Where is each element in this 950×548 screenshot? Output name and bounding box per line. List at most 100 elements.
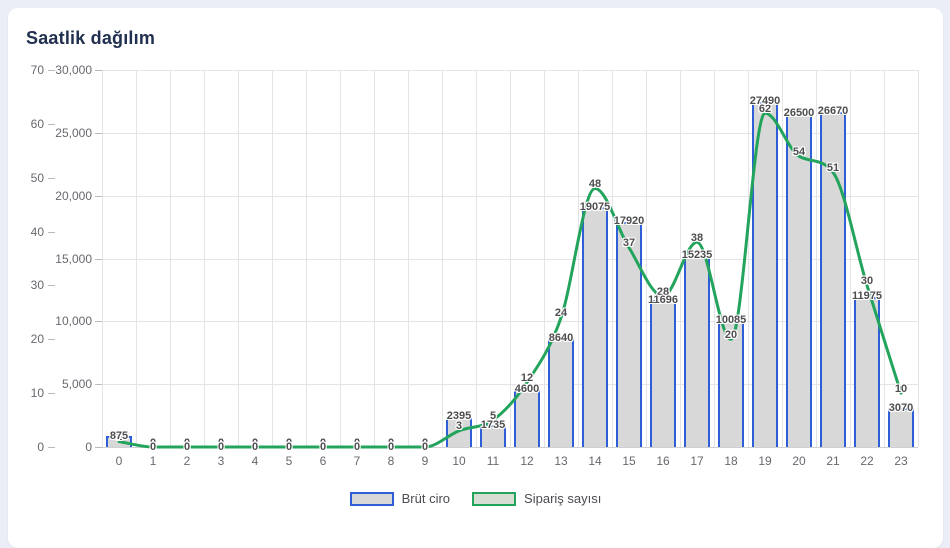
- v-gridline: [170, 70, 171, 447]
- bar[interactable]: [106, 436, 132, 447]
- v-gridline: [748, 70, 749, 447]
- v-gridline: [442, 70, 443, 447]
- x-axis-tick-label: 2: [183, 454, 191, 468]
- x-axis-tick-label: 1: [149, 454, 157, 468]
- v-gridline: [714, 70, 715, 447]
- hourly-distribution-chart: 0 5,000 10,000 15,000 20,000 25,000 30,000 0 10 2…: [8, 8, 943, 530]
- legend-label-order-count: Sipariş sayısı: [524, 491, 602, 506]
- orders-axis-tick-mark: [48, 393, 55, 394]
- revenue-axis-tick-mark: [95, 196, 102, 197]
- x-axis-tick-label: 16: [656, 454, 670, 468]
- orders-axis-tick-label: 50: [30, 171, 44, 185]
- revenue-axis-tick-mark: [95, 259, 102, 260]
- revenue-axis-tick-label: 30,000: [55, 63, 92, 77]
- chart-legend: Brüt ciro Sipariş sayısı: [8, 491, 943, 506]
- x-axis-tick-label: 5: [285, 454, 293, 468]
- revenue-axis-tick-mark: [95, 384, 102, 385]
- v-gridline: [408, 70, 409, 447]
- revenue-axis-tick-label: 5,000: [61, 377, 92, 391]
- bar[interactable]: [446, 416, 472, 447]
- orders-axis-tick-mark: [48, 232, 55, 233]
- bar[interactable]: [582, 207, 608, 447]
- orders-axis-tick-label: 70: [30, 63, 44, 77]
- x-axis-tick-label: 14: [588, 454, 602, 468]
- x-axis-tick-label: 8: [387, 454, 395, 468]
- revenue-axis-tick-label: 15,000: [55, 252, 92, 266]
- orders-axis-tick-label: 30: [30, 278, 44, 292]
- bar[interactable]: [786, 113, 812, 447]
- revenue-axis-tick-mark: [95, 70, 102, 71]
- v-gridline: [476, 70, 477, 447]
- orders-axis-tick-label: 40: [30, 225, 44, 239]
- orders-axis-tick-label: 10: [30, 386, 44, 400]
- bar[interactable]: [616, 221, 642, 447]
- v-gridline: [204, 70, 205, 447]
- line-value-label: 48: [588, 177, 602, 190]
- x-axis-tick-label: 9: [421, 454, 429, 468]
- bar[interactable]: [650, 300, 676, 447]
- revenue-axis-tick-mark: [95, 321, 102, 322]
- orders-axis-tick-label: 20: [30, 332, 44, 346]
- chart-title: Saatlik dağılım: [26, 28, 156, 48]
- x-axis-line: [102, 447, 918, 448]
- x-axis-tick-label: 0: [115, 454, 123, 468]
- v-gridline: [680, 70, 681, 447]
- v-gridline: [884, 70, 885, 447]
- x-axis-tick-label: 22: [860, 454, 874, 468]
- legend-item-order-count[interactable]: Sipariş sayısı: [472, 491, 601, 506]
- v-gridline: [578, 70, 579, 447]
- bar[interactable]: [480, 425, 506, 447]
- orders-axis-tick-mark: [48, 285, 55, 286]
- gross-revenue-swatch: [349, 491, 394, 506]
- v-gridline: [544, 70, 545, 447]
- orders-axis-tick-label: 60: [30, 117, 44, 131]
- revenue-axis-tick-label: 10,000: [55, 314, 92, 328]
- x-axis-tick-label: 20: [792, 454, 806, 468]
- v-gridline: [612, 70, 613, 447]
- v-gridline: [136, 70, 137, 447]
- revenue-axis-tick-mark: [95, 447, 102, 448]
- bar[interactable]: [548, 338, 574, 447]
- v-gridline: [340, 70, 341, 447]
- bar[interactable]: [718, 320, 744, 447]
- v-gridline: [850, 70, 851, 447]
- bar[interactable]: [684, 255, 710, 447]
- v-gridline: [782, 70, 783, 447]
- line-value-label: 38: [690, 231, 704, 244]
- bar[interactable]: [752, 101, 778, 447]
- x-axis-tick-label: 10: [452, 454, 466, 468]
- legend-item-gross-revenue[interactable]: Brüt ciro: [349, 491, 451, 506]
- orders-axis-tick-mark: [48, 124, 55, 125]
- revenue-axis-tick-label: 0: [85, 440, 92, 454]
- v-gridline: [306, 70, 307, 447]
- x-axis-tick-label: 7: [353, 454, 361, 468]
- x-axis-tick-label: 13: [554, 454, 568, 468]
- bar[interactable]: [820, 111, 846, 447]
- x-axis-tick-label: 21: [826, 454, 840, 468]
- bar[interactable]: [854, 296, 880, 447]
- orders-axis-tick-mark: [48, 447, 55, 448]
- v-gridline: [816, 70, 817, 447]
- orders-axis-tick-label: 0: [37, 440, 44, 454]
- x-axis-tick-label: 19: [758, 454, 772, 468]
- v-gridline: [510, 70, 511, 447]
- v-gridline: [646, 70, 647, 447]
- legend-label-gross-revenue: Brüt ciro: [401, 491, 451, 506]
- revenue-axis-tick-label: 25,000: [55, 126, 92, 140]
- x-axis-tick-label: 18: [724, 454, 738, 468]
- v-gridline: [238, 70, 239, 447]
- chart-card: Saatlik dağılım 0 5,000 10,000 15,000 20,000…: [8, 8, 943, 548]
- x-axis-tick-label: 15: [622, 454, 636, 468]
- x-axis-tick-label: 6: [319, 454, 327, 468]
- bar[interactable]: [888, 408, 914, 447]
- orders-axis-tick-mark: [48, 339, 55, 340]
- x-axis-tick-label: 23: [894, 454, 908, 468]
- orders-axis-tick-mark: [48, 70, 55, 71]
- v-gridline: [374, 70, 375, 447]
- v-gridline: [272, 70, 273, 447]
- v-gridline: [918, 70, 919, 447]
- x-axis-tick-label: 12: [520, 454, 534, 468]
- revenue-axis-tick-mark: [95, 133, 102, 134]
- order-count-swatch: [472, 491, 517, 506]
- bar[interactable]: [514, 389, 540, 447]
